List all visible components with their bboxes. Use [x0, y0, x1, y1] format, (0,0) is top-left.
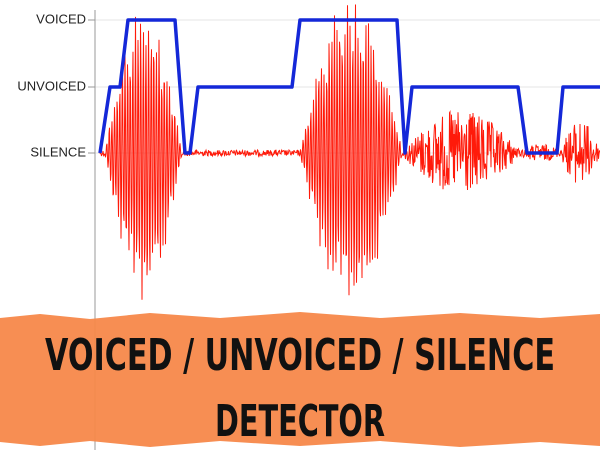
banner-title: VOICED / UNVOICED / SILENCE — [45, 330, 555, 381]
banner-title: DETECTOR — [215, 396, 385, 447]
banner — [0, 312, 600, 447]
state-line — [98, 18, 600, 155]
axis-label: VOICED — [36, 11, 86, 26]
axis-label: SILENCE — [30, 144, 86, 159]
axis-label: UNVOICED — [17, 78, 86, 93]
